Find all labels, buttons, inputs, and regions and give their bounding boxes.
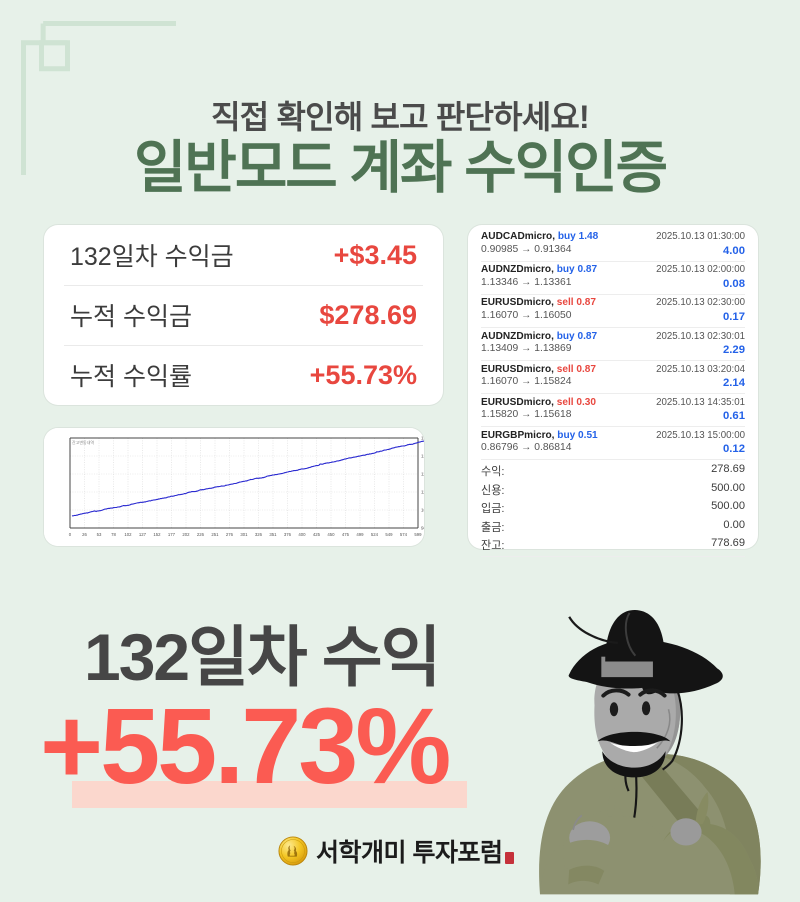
svg-text:276: 276 bbox=[226, 532, 234, 537]
svg-text:524: 524 bbox=[371, 532, 379, 537]
svg-text:102: 102 bbox=[124, 532, 132, 537]
svg-text:1277: 1277 bbox=[421, 436, 424, 441]
svg-text:574: 574 bbox=[400, 532, 408, 537]
svg-text:475: 475 bbox=[342, 532, 350, 537]
svg-text:599: 599 bbox=[414, 532, 422, 537]
svg-text:78: 78 bbox=[111, 532, 116, 537]
svg-text:127: 127 bbox=[139, 532, 147, 537]
svg-text:450: 450 bbox=[327, 532, 335, 537]
svg-text:986: 986 bbox=[421, 526, 424, 531]
svg-text:549: 549 bbox=[385, 532, 393, 537]
svg-text:376: 376 bbox=[284, 532, 292, 537]
svg-text:잔고변동내역: 잔고변동내역 bbox=[72, 439, 94, 445]
svg-text:1219: 1219 bbox=[421, 454, 424, 459]
svg-text:400: 400 bbox=[298, 532, 306, 537]
svg-text:251: 251 bbox=[211, 532, 219, 537]
svg-text:177: 177 bbox=[168, 532, 176, 537]
svg-text:202: 202 bbox=[182, 532, 190, 537]
svg-text:53: 53 bbox=[97, 532, 102, 537]
svg-text:301: 301 bbox=[240, 532, 248, 537]
svg-text:425: 425 bbox=[313, 532, 321, 537]
svg-text:351: 351 bbox=[269, 532, 277, 537]
svg-text:226: 226 bbox=[197, 532, 205, 537]
svg-text:326: 326 bbox=[255, 532, 263, 537]
svg-text:1044: 1044 bbox=[421, 508, 424, 513]
svg-text:1161: 1161 bbox=[421, 472, 424, 477]
svg-text:1102: 1102 bbox=[421, 490, 424, 495]
svg-text:152: 152 bbox=[153, 532, 161, 537]
svg-text:499: 499 bbox=[356, 532, 364, 537]
svg-text:26: 26 bbox=[82, 532, 87, 537]
